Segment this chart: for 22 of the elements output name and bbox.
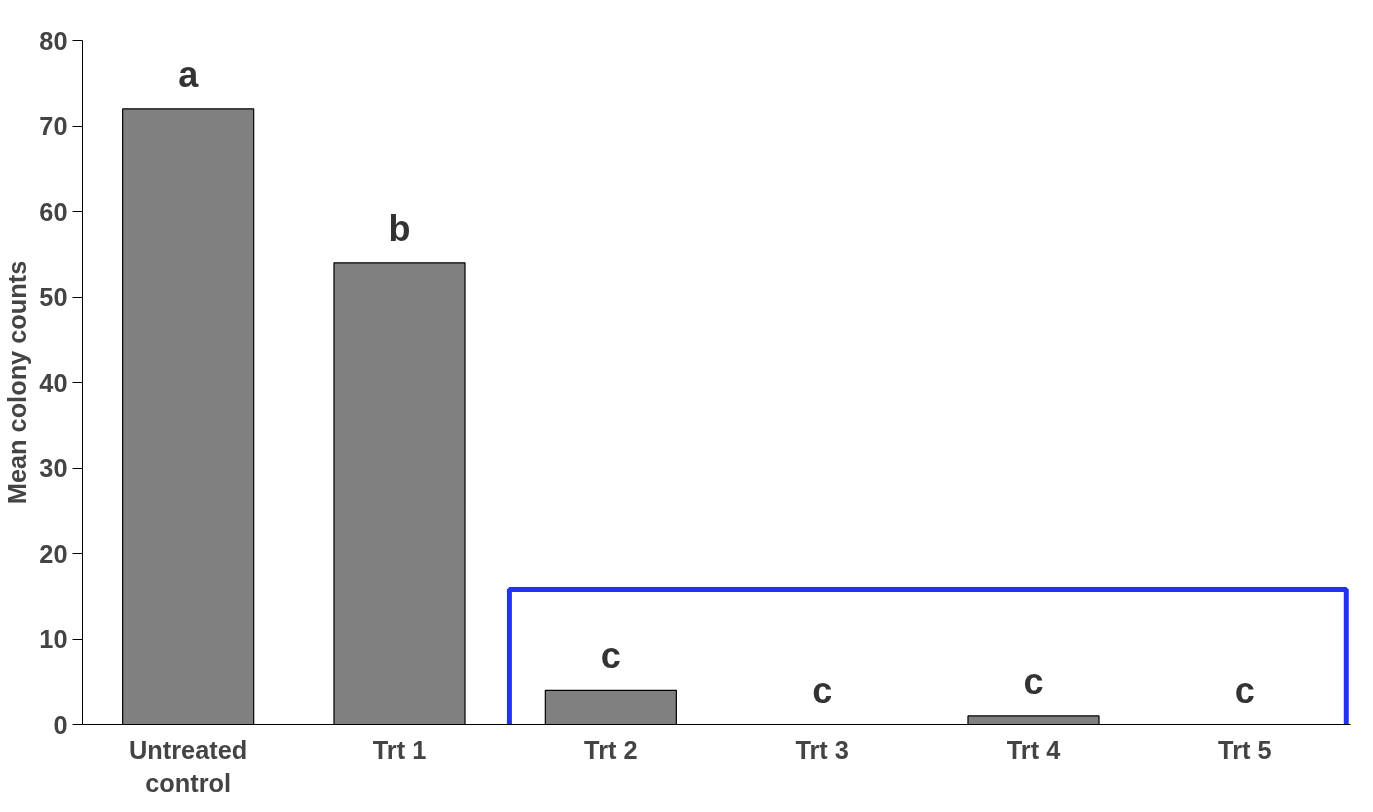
annotation: c [600,635,621,677]
y-tick-label: 50 [39,283,68,311]
x-tick-label: Trt 2 [584,735,638,764]
annotation: c [812,669,833,711]
y-tick-label: 30 [39,454,68,482]
y-tick-label: 0 [53,710,68,739]
x-tick-label: Trt 4 [1006,735,1061,764]
y-axis-title: Mean colony counts [3,260,32,505]
x-tick-label: Trt 5 [1218,735,1272,764]
y-tick-label: 70 [39,112,68,140]
annotation: a [178,53,200,95]
y-tick-label: 20 [39,539,68,568]
annotation: c [1234,669,1255,711]
x-tick-label: Trt 1 [372,735,427,764]
annotation: c [1023,660,1044,702]
y-tick-label: 40 [39,368,68,397]
y-tick-label: 80 [39,26,68,55]
x-tick-label: Trt 3 [795,735,849,764]
y-tick-label: 10 [39,625,68,653]
x-tick-label: Untreated control [129,735,248,798]
annotation: b [388,207,411,249]
y-tick-label: 60 [39,197,68,226]
